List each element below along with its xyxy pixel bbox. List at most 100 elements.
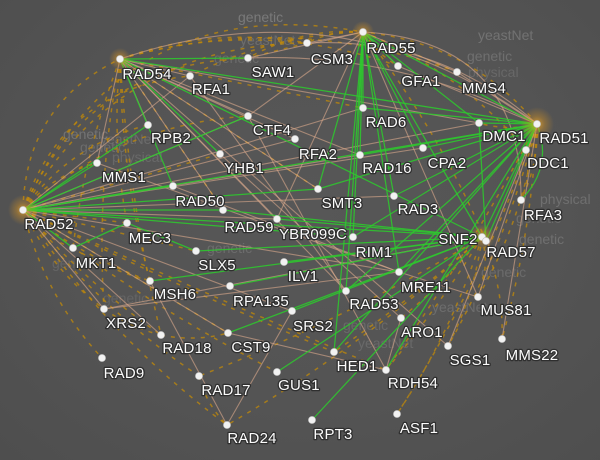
node-ILV1[interactable]	[280, 258, 288, 266]
node-RAD52[interactable]	[19, 206, 27, 214]
node-ARO1[interactable]	[397, 314, 405, 322]
node-MKT1[interactable]	[69, 244, 77, 252]
node-label-RFA3: RFA3	[524, 207, 562, 224]
node-label-RFA2: RFA2	[299, 146, 337, 163]
node-label-RAD52: RAD52	[24, 216, 73, 233]
node-RDH54[interactable]	[382, 366, 390, 374]
node-RAD9[interactable]	[98, 354, 106, 362]
node-RAD17[interactable]	[195, 372, 203, 380]
edge-green-SNF2-RAD59	[222, 209, 483, 238]
edge-green-RAD51-RDH54	[385, 123, 538, 371]
node-RFA2[interactable]	[291, 135, 299, 143]
edge-tan-MMS1-MRE11	[96, 162, 400, 273]
node-SGS1[interactable]	[444, 342, 452, 350]
watermark-text: genetic	[80, 139, 125, 155]
node-RPB2[interactable]	[144, 121, 152, 129]
node-GFA1[interactable]	[394, 62, 402, 70]
edge-dashed-RAD52-GUS1	[22, 209, 278, 373]
watermark-text: genetic	[519, 231, 564, 247]
node-DDC1[interactable]	[522, 146, 530, 154]
edge-tan-RAD51-CSM3	[306, 41, 538, 125]
watermark-text: genetic	[103, 290, 148, 306]
node-label-SRS2: SRS2	[293, 318, 333, 335]
node-ASF1[interactable]	[393, 410, 401, 418]
edge-dashed-RAD52-HED1	[22, 209, 335, 353]
node-RFA3[interactable]	[517, 196, 525, 204]
node-SRS2[interactable]	[288, 307, 296, 315]
node-MMS1[interactable]	[93, 159, 101, 167]
node-RAD54[interactable]	[116, 55, 124, 63]
node-MEC3[interactable]	[123, 219, 131, 227]
node-HED1[interactable]	[330, 348, 338, 356]
node-RAD55[interactable]	[359, 28, 367, 36]
node-MRE11[interactable]	[395, 268, 403, 276]
node-RAD18[interactable]	[157, 331, 165, 339]
edge-dashed-RAD54-RAD18	[119, 58, 162, 336]
node-YHB1[interactable]	[216, 150, 224, 158]
edge-dashed-RAD51-RDH54	[385, 123, 538, 371]
edge-dashed-RAD55-SAW1	[247, 30, 364, 59]
edge-tan-RAD52-YBR099C	[22, 209, 278, 220]
watermark-text: genetic	[343, 317, 388, 333]
node-label-MSH6: MSH6	[154, 286, 196, 303]
watermark-text: genetic	[481, 264, 526, 280]
node-RPT3[interactable]	[308, 416, 316, 424]
node-label-RIM1: RIM1	[356, 244, 393, 261]
node-CPA2[interactable]	[419, 144, 427, 152]
node-CSM3[interactable]	[303, 39, 311, 47]
node-SMT3[interactable]	[314, 185, 322, 193]
edge-tan-RAD52-MRE11	[22, 209, 400, 273]
node-RAD59[interactable]	[219, 206, 227, 214]
node-RAD6[interactable]	[359, 104, 367, 112]
node-layer	[19, 28, 541, 429]
node-RAD50[interactable]	[169, 182, 177, 190]
node-CTF4[interactable]	[244, 112, 252, 120]
node-label-SNF2: SNF2	[438, 231, 477, 248]
edge-green-RAD55-CPA2	[362, 31, 424, 149]
node-MMS22[interactable]	[498, 335, 506, 343]
node-label-DDC1: DDC1	[527, 155, 569, 172]
edge-dashed-RAD51-DMC1	[478, 122, 538, 129]
edge-green-MEC3-SLX5	[126, 222, 197, 252]
node-label-RPB2: RPB2	[151, 130, 191, 147]
edge-green-RAD54-SAW1	[119, 57, 249, 60]
edge-tan-YHB1-ARO1	[219, 153, 402, 319]
edge-green-RAD55-MRE11	[362, 31, 400, 273]
edge-dashed-RAD55-CSM3	[306, 30, 364, 44]
node-RFA1[interactable]	[186, 72, 194, 80]
node-MUS81[interactable]	[474, 293, 482, 301]
node-RAD53[interactable]	[342, 287, 350, 295]
edge-dashed-RAD54-RAD6	[119, 58, 364, 109]
node-MMS4[interactable]	[453, 68, 461, 76]
edge-dashed-RAD52-MKT1	[22, 209, 74, 249]
watermark-text: yeastNet	[478, 27, 533, 43]
edge-green-SNF2-GUS1	[276, 236, 483, 373]
edge-green-SNF2-MSH6	[149, 236, 483, 282]
node-DMC1[interactable]	[475, 119, 483, 127]
edge-tan-RAD52-CST9	[22, 209, 229, 334]
node-RAD24[interactable]	[223, 421, 231, 429]
node-CST9[interactable]	[224, 329, 232, 337]
node-MSH6[interactable]	[146, 277, 154, 285]
node-label-RPT3: RPT3	[313, 426, 352, 443]
node-RAD51[interactable]	[533, 120, 541, 128]
edge-green-SNF2-RPA135	[229, 236, 483, 287]
edge-green-RAD55-RAD53	[345, 31, 364, 292]
node-RPA135[interactable]	[226, 282, 234, 290]
node-XRS2[interactable]	[100, 305, 108, 313]
node-RIM1[interactable]	[349, 233, 357, 241]
node-GUS1[interactable]	[273, 368, 281, 376]
node-YBR099C[interactable]	[273, 215, 281, 223]
node-SLX5[interactable]	[192, 247, 200, 255]
node-RAD57[interactable]	[482, 237, 490, 245]
edge-dashed-CSM3-SAW1	[247, 42, 308, 59]
edge-tan-RAD54-RAD59	[119, 58, 224, 211]
edge-tan-RAD55-MUS81	[362, 31, 479, 298]
edge-dashed-RAD51-ASF1	[396, 123, 538, 415]
node-SAW1[interactable]	[244, 54, 252, 62]
node-RAD3[interactable]	[390, 192, 398, 200]
edge-dashed-RAD52-RAD18	[22, 209, 162, 336]
node-RAD16[interactable]	[356, 151, 364, 159]
